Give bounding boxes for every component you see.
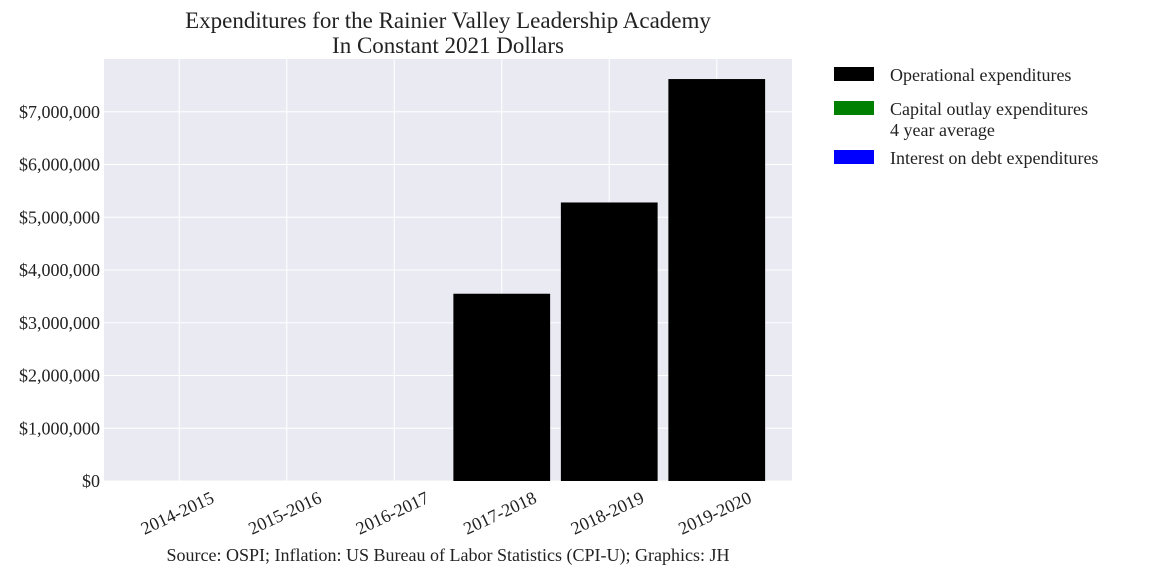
x-tick-label: 2015-2016 <box>245 487 324 538</box>
y-tick-label: $1,000,000 <box>19 418 100 438</box>
x-tick-label: 2017-2018 <box>460 487 539 538</box>
legend-label-1: Capital outlay expenditures 4 year averag… <box>890 99 1088 140</box>
gridlines <box>104 59 792 482</box>
legend-swatch-0 <box>834 67 874 81</box>
legend: Operational expenditures Capital outlay e… <box>834 65 1098 168</box>
y-tick-label: $3,000,000 <box>19 313 100 333</box>
x-tick-label: 2016-2017 <box>353 487 432 538</box>
y-axis: $0 $1,000,000 $2,000,000 $3,000,000 $4,000,0… <box>19 102 100 491</box>
bar-2017-2018-series-0 <box>453 293 551 481</box>
y-tick-label: $5,000,000 <box>19 207 100 227</box>
x-tick-label: 2014-2015 <box>138 487 217 538</box>
legend-label-0: Operational expenditures <box>890 65 1071 85</box>
chart-subtitle: In Constant 2021 Dollars <box>332 33 564 58</box>
legend-label-2: Interest on debt expenditures <box>890 148 1098 168</box>
x-tick-label: 2019-2020 <box>675 487 754 538</box>
y-tick-label: $7,000,000 <box>19 102 100 122</box>
y-tick-label: $0 <box>82 471 100 491</box>
bar-2019-2020-series-0 <box>668 79 766 482</box>
source-note: Source: OSPI; Inflation: US Bureau of La… <box>167 545 730 566</box>
y-tick-label: $2,000,000 <box>19 366 100 386</box>
bar-2018-2019-series-0 <box>560 202 658 482</box>
legend-swatch-1 <box>834 101 874 115</box>
y-tick-label: $4,000,000 <box>19 260 100 280</box>
y-tick-label: $6,000,000 <box>19 155 100 175</box>
x-tick-label: 2018-2019 <box>568 487 647 538</box>
bars <box>453 79 766 482</box>
x-axis: 2014-2015 2015-2016 2016-2017 2017-2018 2018… <box>138 487 755 538</box>
chart-title: Expenditures for the Rainier Valley Lead… <box>185 8 711 33</box>
legend-swatch-2 <box>834 150 874 164</box>
